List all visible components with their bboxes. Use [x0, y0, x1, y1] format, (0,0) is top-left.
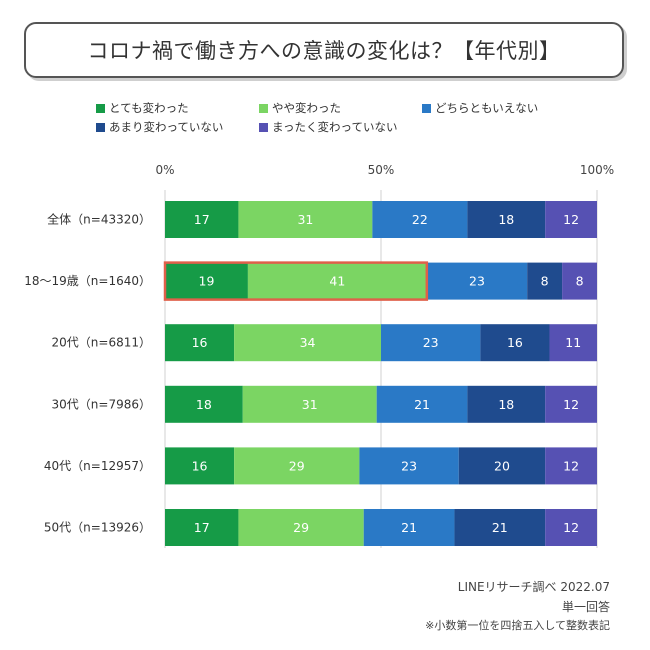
- bar-segment-0-4: [545, 201, 597, 238]
- data-label-3-2: 21: [414, 397, 430, 412]
- bar-segment-2-3: [480, 324, 550, 362]
- legend-label-3: あまり変わっていない: [109, 120, 224, 134]
- bar-segment-5-1: [238, 509, 364, 546]
- x-tick-label-1: 50%: [368, 163, 395, 177]
- bar-segment-3-4: [545, 385, 597, 423]
- data-label-1-0: 19: [199, 274, 215, 289]
- chart-title: コロナ禍で働き方への意識の変化は？【年代別】: [87, 39, 561, 63]
- data-label-5-3: 21: [492, 520, 508, 535]
- data-label-2-2: 23: [423, 335, 439, 350]
- data-label-5-4: 12: [563, 520, 579, 535]
- bar-segment-1-2: [426, 262, 528, 300]
- bar-segment-3-0: [165, 385, 243, 423]
- bar-segment-1-0: [165, 262, 248, 300]
- bar-segment-2-2: [381, 324, 481, 362]
- legend-swatch-2: [422, 103, 431, 113]
- data-label-5-0: 17: [194, 520, 210, 535]
- bar-segment-3-3: [467, 385, 546, 423]
- bar-segment-0-2: [372, 201, 468, 238]
- bar-segment-1-1: [247, 262, 427, 300]
- legend-swatch-4: [259, 122, 268, 132]
- legend-label-4: まったく変わっていない: [272, 120, 398, 134]
- data-label-2-4: 11: [565, 335, 581, 350]
- bar-segment-3-2: [376, 385, 468, 423]
- bar-segment-3-1: [242, 385, 377, 423]
- category-label-3: 30代（n=7986）: [52, 397, 151, 411]
- data-label-4-4: 12: [563, 458, 579, 473]
- legend-swatch-1: [259, 103, 268, 113]
- data-label-0-0: 17: [194, 212, 210, 227]
- legend-item-4: まったく変わっていない: [259, 119, 397, 135]
- legend-label-0: とても変わった: [109, 101, 189, 115]
- data-label-5-2: 21: [401, 520, 417, 535]
- rounding-note: ※小数第一位を四捨五入して整数表記: [425, 619, 610, 632]
- bar-segment-0-1: [238, 201, 373, 238]
- legend-item-3: あまり変わっていない: [96, 119, 223, 135]
- bar-segment-5-3: [454, 509, 546, 546]
- category-label-0: 全体（n=43320）: [47, 212, 151, 227]
- data-label-2-0: 16: [192, 335, 208, 350]
- data-label-1-3: 8: [541, 274, 549, 289]
- bar-segment-4-4: [545, 447, 597, 485]
- category-label-1: 18～19歳（n=1640）: [24, 274, 151, 288]
- bar-segment-5-0: [165, 509, 239, 546]
- bar-segment-5-2: [363, 509, 455, 546]
- bar-segment-0-0: [165, 201, 239, 238]
- data-label-1-4: 8: [576, 274, 584, 289]
- bar-segment-0-3: [467, 201, 546, 238]
- data-label-4-0: 16: [192, 458, 208, 473]
- legend-label-1: やや変わった: [272, 101, 341, 115]
- data-label-3-4: 12: [563, 397, 579, 412]
- legend-item-1: やや変わった: [259, 100, 341, 116]
- bar-segment-4-3: [458, 447, 546, 485]
- data-label-2-3: 16: [507, 335, 523, 350]
- data-label-3-3: 18: [498, 397, 514, 412]
- answer-type-note: 単一回答: [561, 600, 610, 614]
- bar-segment-5-4: [545, 509, 597, 546]
- bar-segment-2-0: [165, 324, 235, 362]
- data-label-0-4: 12: [563, 212, 579, 227]
- data-label-0-2: 22: [412, 212, 428, 227]
- data-label-0-1: 31: [297, 212, 313, 227]
- data-label-1-2: 23: [469, 274, 485, 289]
- data-label-4-2: 23: [401, 458, 417, 473]
- legend-item-2: どちらともいえない: [422, 100, 538, 116]
- bar-segment-1-4: [562, 262, 597, 300]
- data-label-3-1: 31: [302, 397, 318, 412]
- data-label-5-1: 29: [293, 520, 309, 535]
- data-label-2-1: 34: [300, 335, 316, 350]
- bar-segment-4-0: [165, 447, 235, 485]
- category-label-2: 20代（n=6811）: [52, 336, 151, 350]
- data-label-0-3: 18: [498, 212, 514, 227]
- bar-segment-4-2: [359, 447, 459, 485]
- x-tick-label-0: 0%: [155, 163, 174, 177]
- highlight-box: [163, 261, 429, 301]
- legend-swatch-0: [96, 103, 105, 113]
- category-label-5: 50代（n=13926）: [44, 521, 151, 535]
- bar-segment-4-1: [234, 447, 360, 485]
- category-label-4: 40代（n=12957）: [44, 459, 151, 473]
- bar-segment-2-4: [549, 324, 597, 362]
- legend-label-2: どちらともいえない: [435, 101, 539, 115]
- data-label-3-0: 18: [196, 397, 212, 412]
- data-label-1-1: 41: [329, 274, 345, 289]
- data-label-4-3: 20: [494, 458, 510, 473]
- chart-title-box: コロナ禍で働き方への意識の変化は？【年代別】: [24, 22, 624, 78]
- bar-segment-1-3: [527, 262, 563, 300]
- legend-swatch-3: [96, 122, 105, 132]
- source-note: LINEリサーチ調べ 2022.07: [457, 580, 610, 594]
- legend-item-0: とても変わった: [96, 100, 189, 116]
- data-label-4-1: 29: [289, 458, 305, 473]
- bar-segment-2-1: [234, 324, 381, 362]
- x-tick-label-2: 100%: [580, 163, 614, 177]
